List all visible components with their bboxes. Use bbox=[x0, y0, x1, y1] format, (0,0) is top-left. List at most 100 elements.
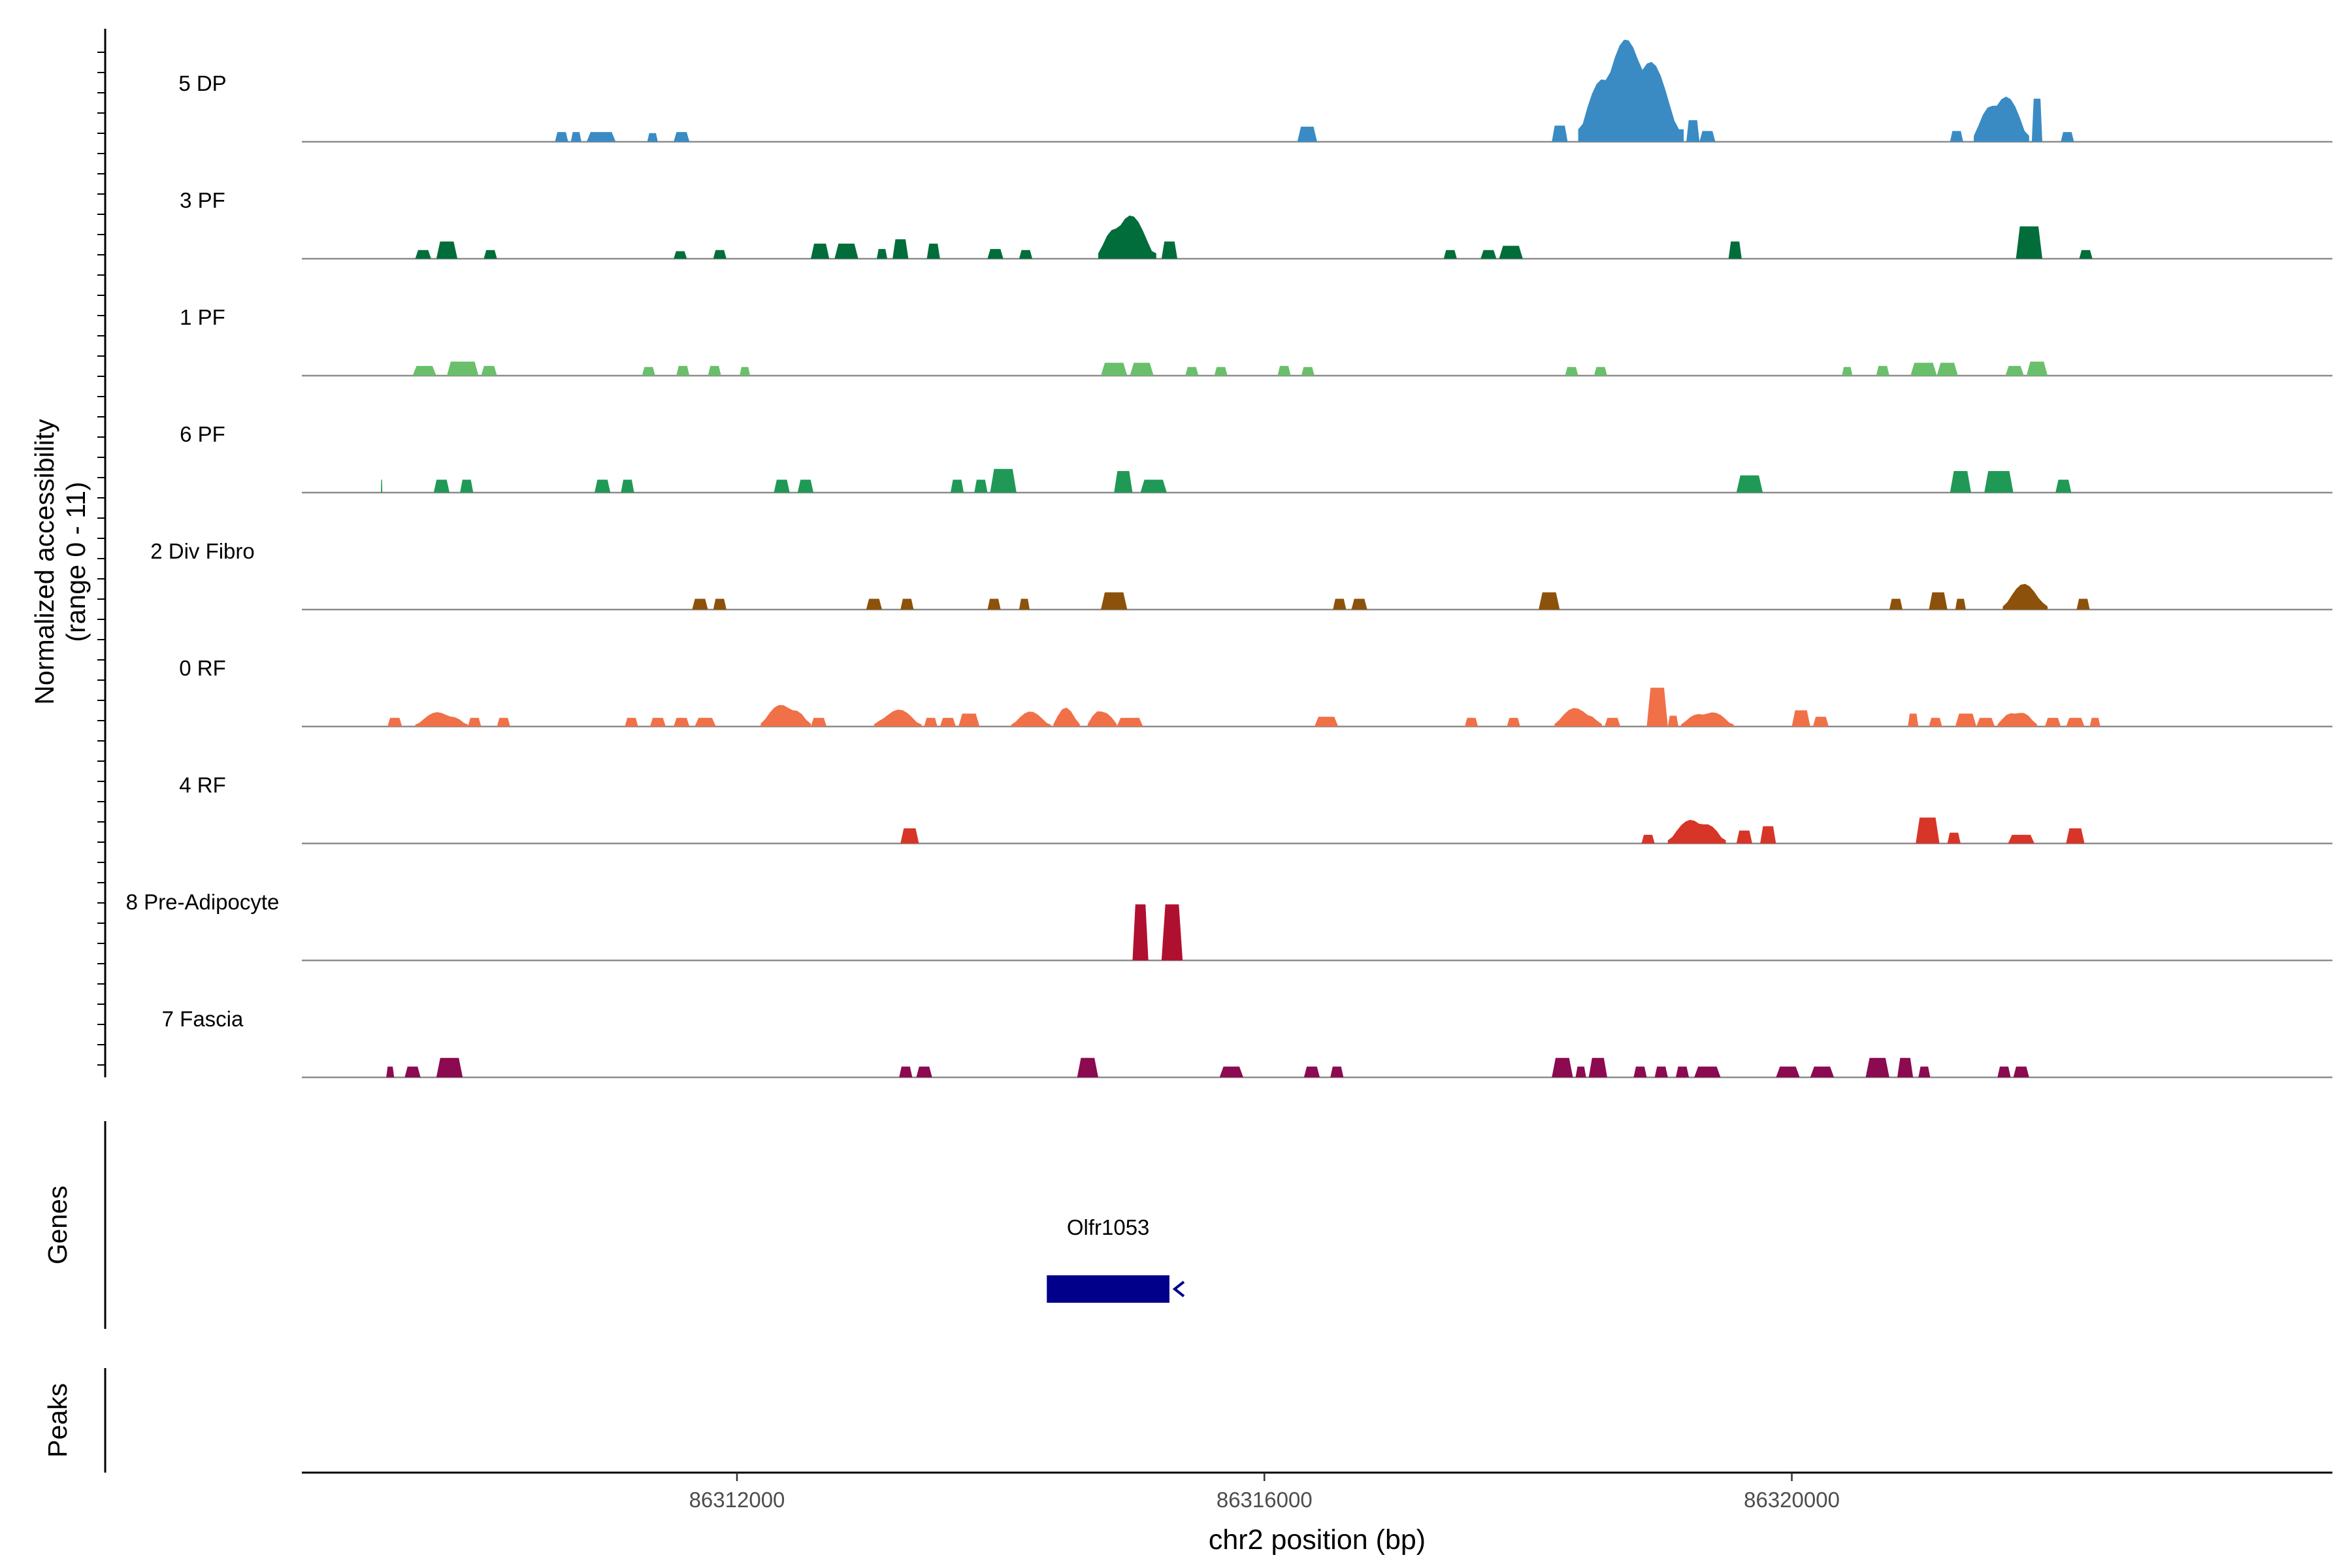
coverage-peak bbox=[1910, 363, 1937, 376]
coverage-peak bbox=[1916, 817, 1940, 843]
coverage-peak bbox=[1654, 1066, 1668, 1077]
track-6: 4 RF bbox=[179, 773, 2332, 845]
coverage-peak bbox=[1277, 366, 1291, 376]
coverage-peak bbox=[892, 239, 909, 259]
coverage-peak bbox=[1214, 367, 1228, 376]
gene-body bbox=[1047, 1275, 1169, 1303]
coverage-peak bbox=[1646, 687, 1668, 727]
coverage-peak bbox=[674, 132, 690, 142]
coverage-peak bbox=[1443, 250, 1457, 259]
coverage-peak bbox=[415, 250, 431, 259]
coverage-peak bbox=[811, 717, 827, 727]
x-tick-label: 86312000 bbox=[689, 1488, 785, 1512]
coverage-peak bbox=[1974, 96, 2029, 142]
coverage-peak bbox=[1101, 592, 1128, 610]
track-3: 6 PF bbox=[180, 422, 2332, 494]
coverage-peak bbox=[834, 243, 858, 259]
coverage-peak bbox=[1728, 241, 1742, 259]
coverage-peak bbox=[926, 243, 940, 259]
track-7: 8 Pre-Adipocyte bbox=[126, 890, 2332, 962]
coverage-peak bbox=[1699, 131, 1716, 142]
coverage-peak bbox=[1053, 708, 1080, 727]
coverage-peak bbox=[987, 598, 1001, 610]
coverage-peak bbox=[2031, 99, 2042, 142]
coverage-peak bbox=[900, 828, 919, 843]
coverage-peak bbox=[1876, 366, 1889, 376]
coverage-peak bbox=[797, 480, 814, 493]
coverage-peak bbox=[1694, 1066, 1721, 1077]
coverage-peak bbox=[811, 243, 830, 259]
coverage-peak bbox=[2002, 583, 2048, 610]
track-label: 2 Div Fibro bbox=[150, 539, 255, 563]
coverage-peak bbox=[436, 241, 458, 259]
coverage-peak bbox=[1604, 717, 1621, 727]
track-label: 3 PF bbox=[180, 188, 225, 212]
coverage-peak bbox=[1908, 713, 1919, 727]
coverage-peak bbox=[468, 717, 482, 727]
coverage-peak bbox=[1897, 1058, 1914, 1077]
x-tick-label: 86316000 bbox=[1217, 1488, 1313, 1512]
coverage-peak bbox=[1330, 1066, 1344, 1077]
track-label: 6 PF bbox=[180, 422, 225, 446]
coverage-peak bbox=[866, 598, 882, 610]
coverage-peak bbox=[1776, 1066, 1800, 1077]
coverage-peak bbox=[1997, 713, 2037, 727]
coverage-peak bbox=[950, 480, 964, 493]
coverage-peak bbox=[939, 717, 956, 727]
coverage-peak bbox=[415, 712, 468, 727]
gene-strand-arrow bbox=[1172, 1281, 1185, 1298]
coverage-peak bbox=[1132, 904, 1149, 960]
coverage-peak bbox=[876, 249, 888, 259]
genes-track-label: Genes bbox=[42, 1186, 73, 1265]
coverage-peak bbox=[692, 598, 708, 610]
coverage-peak bbox=[987, 249, 1004, 259]
coverage-peak bbox=[974, 480, 988, 493]
coverage-peak bbox=[497, 717, 510, 727]
coverage-peak bbox=[649, 717, 666, 727]
coverage-peak bbox=[1812, 717, 1829, 727]
coverage-peak bbox=[1539, 592, 1560, 610]
coverage-peak bbox=[1997, 1066, 2011, 1077]
coverage-peak bbox=[990, 468, 1017, 493]
track-label: 1 PF bbox=[180, 305, 225, 329]
track-label: 4 RF bbox=[179, 773, 226, 797]
coverage-peak bbox=[674, 251, 687, 259]
coverage-peak bbox=[1929, 592, 1948, 610]
coverage-peak bbox=[1554, 708, 1602, 727]
accessibility-axis: Normalized accessibility(range 0 - 11) bbox=[29, 29, 106, 1077]
coverage-peak bbox=[1314, 717, 1339, 727]
coverage-peak bbox=[404, 1066, 421, 1077]
coverage-peak bbox=[1578, 39, 1684, 142]
x-tick-label: 86320000 bbox=[1744, 1488, 1840, 1512]
coverage-peak bbox=[916, 1066, 932, 1077]
coverage-peak bbox=[387, 717, 402, 727]
coverage-peak bbox=[2045, 717, 2061, 727]
track-8: 7 Fascia bbox=[162, 1007, 2332, 1079]
coverage-peak bbox=[899, 1066, 913, 1077]
coverage-peak bbox=[625, 717, 638, 727]
coverage-peak bbox=[2013, 1066, 2029, 1077]
coverage-peak bbox=[1955, 713, 1977, 727]
coverage-peak bbox=[1950, 471, 1972, 493]
coverage-peak bbox=[1499, 246, 1523, 259]
coverage-peak bbox=[1140, 480, 1167, 493]
coverage-peak bbox=[621, 480, 634, 493]
coverage-peak bbox=[595, 480, 611, 493]
coverage-peak bbox=[1351, 598, 1367, 610]
coverage-peak bbox=[386, 1066, 395, 1077]
coverage-peak bbox=[760, 705, 811, 727]
coverage-peak bbox=[676, 366, 690, 376]
coverage-peak bbox=[1098, 215, 1156, 259]
coverage-peak bbox=[436, 1058, 463, 1077]
coverage-peak bbox=[647, 133, 658, 142]
coverage-peak bbox=[2016, 226, 2042, 259]
coverage-peak bbox=[2066, 717, 2085, 727]
coverage-peak bbox=[1185, 367, 1199, 376]
coverage-peak bbox=[1130, 363, 1154, 376]
coverage-peak bbox=[900, 598, 914, 610]
coverage-peak bbox=[1686, 120, 1700, 142]
track-label: 0 RF bbox=[179, 656, 226, 680]
coverage-peak bbox=[1736, 830, 1752, 843]
coverage-peak bbox=[555, 132, 568, 142]
